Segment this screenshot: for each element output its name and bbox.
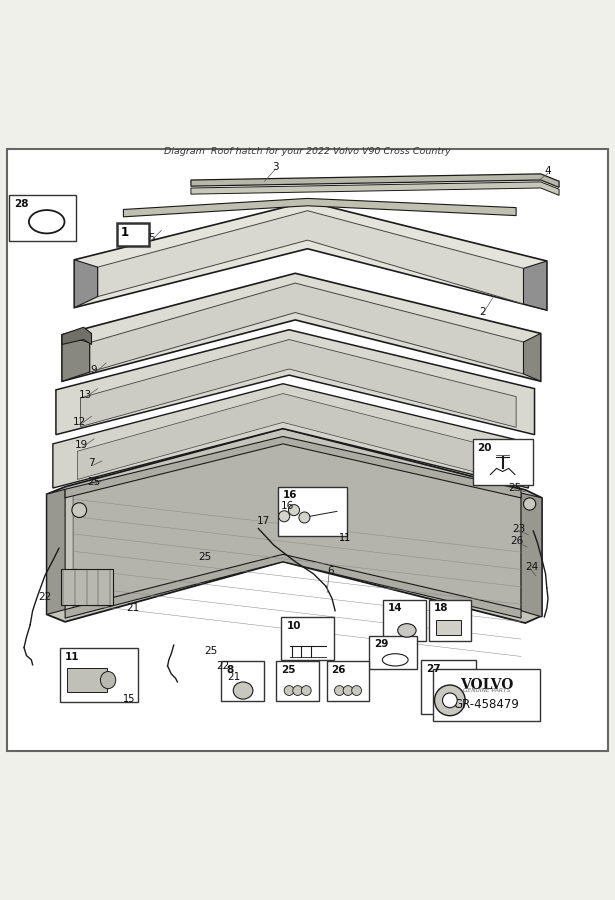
Ellipse shape	[398, 624, 416, 637]
Bar	[9, 195, 76, 241]
Polygon shape	[81, 339, 516, 428]
Polygon shape	[53, 383, 528, 488]
Polygon shape	[62, 328, 92, 345]
Circle shape	[293, 686, 303, 696]
Text: GENUINE PARTS: GENUINE PARTS	[463, 688, 510, 693]
Bar	[221, 662, 264, 701]
Text: 16: 16	[281, 501, 295, 511]
Text: 28: 28	[14, 199, 29, 209]
Polygon shape	[74, 260, 98, 308]
Polygon shape	[65, 554, 521, 618]
Bar	[61, 569, 113, 605]
Bar	[433, 669, 540, 721]
Text: 25: 25	[508, 483, 522, 493]
Polygon shape	[62, 335, 90, 382]
Bar	[276, 662, 319, 701]
Circle shape	[335, 686, 344, 696]
Text: 13: 13	[79, 390, 92, 400]
Text: 10: 10	[287, 621, 301, 631]
Polygon shape	[77, 393, 509, 481]
Text: 22: 22	[38, 592, 52, 602]
Circle shape	[352, 686, 362, 696]
Text: 16: 16	[283, 491, 298, 500]
Text: 3: 3	[272, 161, 279, 172]
Bar	[327, 662, 370, 701]
Text: 29: 29	[375, 639, 389, 649]
Ellipse shape	[100, 671, 116, 688]
Bar	[429, 599, 470, 642]
Text: 21: 21	[227, 672, 240, 682]
Text: 17: 17	[256, 516, 270, 526]
Text: 5: 5	[148, 233, 154, 243]
Text: 11: 11	[65, 652, 79, 662]
Circle shape	[443, 693, 457, 707]
Polygon shape	[62, 274, 541, 382]
Circle shape	[301, 686, 311, 696]
Ellipse shape	[233, 682, 253, 699]
Text: 26: 26	[331, 665, 346, 675]
Bar	[472, 439, 533, 485]
Polygon shape	[521, 493, 542, 616]
Text: 1: 1	[121, 226, 129, 239]
Bar	[421, 661, 476, 715]
Circle shape	[343, 686, 353, 696]
Text: VOLVO: VOLVO	[460, 679, 514, 692]
Circle shape	[288, 505, 300, 516]
Text: 7: 7	[88, 458, 95, 469]
Bar	[278, 487, 347, 536]
Polygon shape	[65, 436, 521, 498]
Text: 25: 25	[198, 553, 211, 562]
Bar	[60, 648, 138, 702]
Polygon shape	[124, 198, 516, 217]
Polygon shape	[47, 428, 542, 623]
Text: 11: 11	[339, 533, 352, 543]
Circle shape	[284, 686, 294, 696]
Text: 18: 18	[434, 603, 448, 614]
Text: 19: 19	[75, 440, 89, 450]
Circle shape	[72, 503, 87, 517]
Polygon shape	[73, 436, 521, 611]
Circle shape	[279, 510, 290, 522]
Text: 9: 9	[90, 365, 97, 375]
Bar	[282, 616, 333, 660]
Polygon shape	[191, 174, 559, 187]
Circle shape	[299, 512, 310, 523]
Text: 22: 22	[216, 661, 229, 671]
Bar	[383, 599, 426, 642]
Text: 4: 4	[545, 166, 552, 176]
Polygon shape	[98, 211, 523, 304]
Text: 20: 20	[477, 443, 492, 453]
Text: GR-458479: GR-458479	[454, 698, 520, 711]
Text: 8: 8	[226, 665, 233, 675]
Polygon shape	[523, 261, 547, 310]
Text: Diagram  Roof hatch for your 2022 Volvo V90 Cross Country: Diagram Roof hatch for your 2022 Volvo V…	[164, 148, 451, 157]
Polygon shape	[191, 182, 559, 195]
Text: 6: 6	[328, 566, 334, 577]
Circle shape	[523, 498, 536, 510]
Bar	[117, 223, 149, 247]
Text: 12: 12	[73, 418, 86, 428]
Text: 14: 14	[388, 603, 402, 614]
Text: 25: 25	[87, 477, 101, 487]
Text: 25: 25	[204, 646, 217, 656]
Polygon shape	[74, 202, 547, 310]
Text: 24: 24	[525, 562, 538, 572]
Polygon shape	[523, 333, 541, 382]
Polygon shape	[90, 284, 523, 374]
Text: 23: 23	[512, 524, 526, 534]
Text: 2: 2	[479, 307, 486, 317]
Circle shape	[435, 685, 465, 716]
Text: 27: 27	[426, 664, 440, 674]
Bar	[67, 668, 107, 692]
Text: 21: 21	[126, 603, 139, 613]
Bar	[370, 635, 418, 670]
Polygon shape	[47, 490, 65, 615]
Text: 26: 26	[510, 536, 524, 545]
Bar	[437, 620, 461, 635]
Text: 25: 25	[281, 665, 296, 675]
Text: 15: 15	[124, 694, 136, 704]
Polygon shape	[56, 329, 534, 435]
